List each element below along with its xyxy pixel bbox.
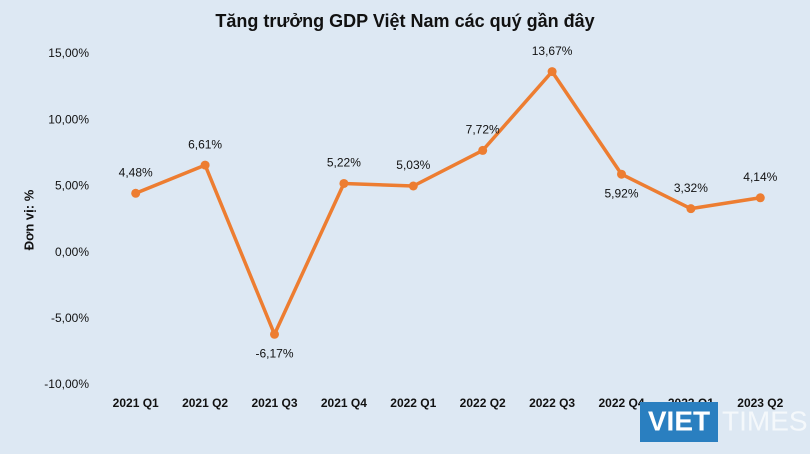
point [547, 67, 557, 77]
x-tick-label: 2021 Q2 [182, 396, 228, 410]
x-tick-label: 2021 Q3 [251, 396, 297, 410]
value-label: 5,22% [327, 156, 361, 170]
x-tick-label: 2022 Q3 [529, 396, 575, 410]
watermark-box [640, 402, 718, 442]
y-tick-label: 0,00% [55, 245, 89, 259]
point [478, 145, 488, 155]
x-tick-label: 2023 Q2 [737, 396, 783, 410]
point [617, 169, 626, 179]
x-tick-label: 2021 Q1 [113, 396, 159, 410]
value-label: 4,48% [119, 165, 153, 179]
watermark-right: TIMES [722, 405, 808, 436]
value-label: 6,61% [188, 137, 222, 151]
x-tick-label: 2022 Q4 [598, 396, 644, 410]
value-label: -6,17% [255, 346, 293, 360]
y-tick-label: -5,00% [51, 311, 89, 325]
point [339, 178, 349, 188]
point [270, 329, 279, 339]
y-tick-label: 15,00% [48, 46, 89, 60]
value-label: 7,72% [466, 123, 500, 137]
point [200, 160, 210, 170]
point [408, 181, 418, 191]
value-label: 3,32% [674, 181, 708, 195]
y-tick-label: -10,00% [44, 377, 89, 391]
x-tick-label: 2021 Q4 [321, 396, 367, 410]
point [686, 204, 696, 214]
watermark-left: VIET [648, 405, 710, 436]
value-label: 5,03% [396, 158, 430, 172]
x-tick-label: 2022 Q2 [460, 396, 506, 410]
point [131, 188, 141, 198]
x-tick-label: 2022 Q1 [390, 396, 436, 410]
value-label: 5,92% [604, 186, 638, 200]
y-tick-label: 10,00% [48, 112, 89, 126]
y-axis-label: Đơn vị: % [21, 189, 36, 250]
y-tick-label: 5,00% [55, 179, 89, 193]
value-label: 4,14% [743, 170, 777, 184]
value-label: 13,67% [532, 44, 573, 58]
chart-title: Tăng trưởng GDP Việt Nam các quý gần đây [215, 11, 594, 31]
line [135, 69, 761, 337]
point [755, 193, 765, 203]
